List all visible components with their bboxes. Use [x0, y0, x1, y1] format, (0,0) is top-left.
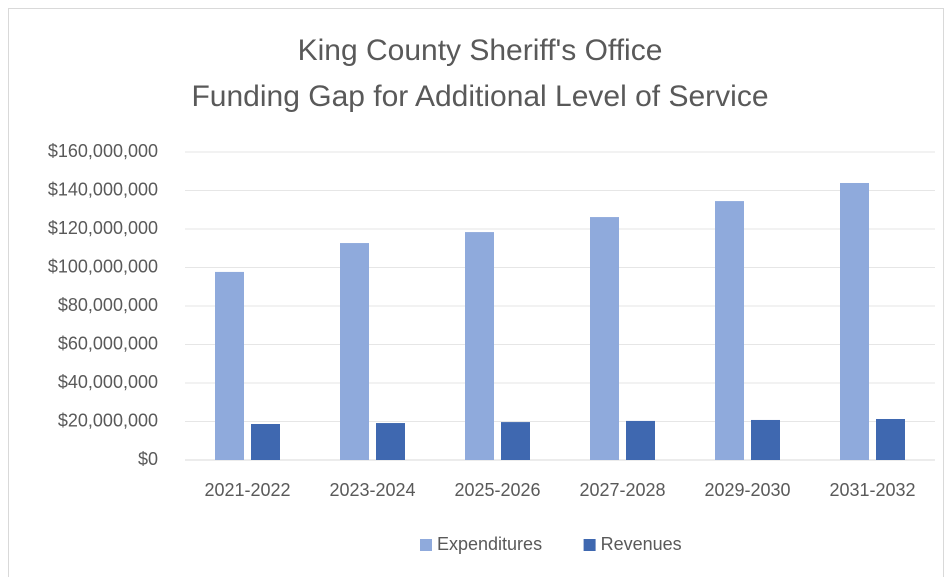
bar — [840, 182, 869, 460]
y-tick-label: $120,000,000 — [48, 218, 158, 238]
x-tick-label: 2021-2022 — [204, 480, 290, 500]
x-tick-label: 2031-2032 — [829, 480, 915, 500]
legend-swatch — [420, 539, 432, 551]
bar — [876, 418, 905, 460]
x-tick-label: 2023-2024 — [329, 480, 415, 500]
y-tick-label: $100,000,000 — [48, 256, 158, 276]
chart-title: Funding Gap for Additional Level of Serv… — [191, 80, 768, 113]
legend-label: Expenditures — [437, 534, 542, 554]
bar — [465, 232, 494, 460]
bar — [376, 423, 405, 460]
bar — [251, 424, 280, 460]
bar — [715, 201, 744, 460]
bar — [590, 217, 619, 460]
x-tick-label: 2027-2028 — [579, 480, 665, 500]
x-tick-label: 2025-2026 — [454, 480, 540, 500]
chart-title: King County Sheriff's Office — [298, 34, 663, 67]
bar — [751, 419, 780, 460]
legend-label: Revenues — [601, 534, 682, 554]
bar — [340, 243, 369, 460]
y-tick-label: $140,000,000 — [48, 179, 158, 199]
legend-swatch — [583, 539, 596, 551]
bar — [215, 271, 244, 460]
bar — [626, 420, 655, 460]
y-tick-label: $60,000,000 — [58, 333, 158, 353]
y-tick-label: $80,000,000 — [58, 295, 158, 315]
x-tick-label: 2029-2030 — [704, 480, 790, 500]
y-tick-label: $160,000,000 — [48, 141, 158, 161]
y-tick-label: $40,000,000 — [58, 372, 158, 392]
y-tick-label: $0 — [138, 449, 158, 469]
bar — [501, 422, 530, 460]
y-tick-label: $20,000,000 — [58, 410, 158, 430]
